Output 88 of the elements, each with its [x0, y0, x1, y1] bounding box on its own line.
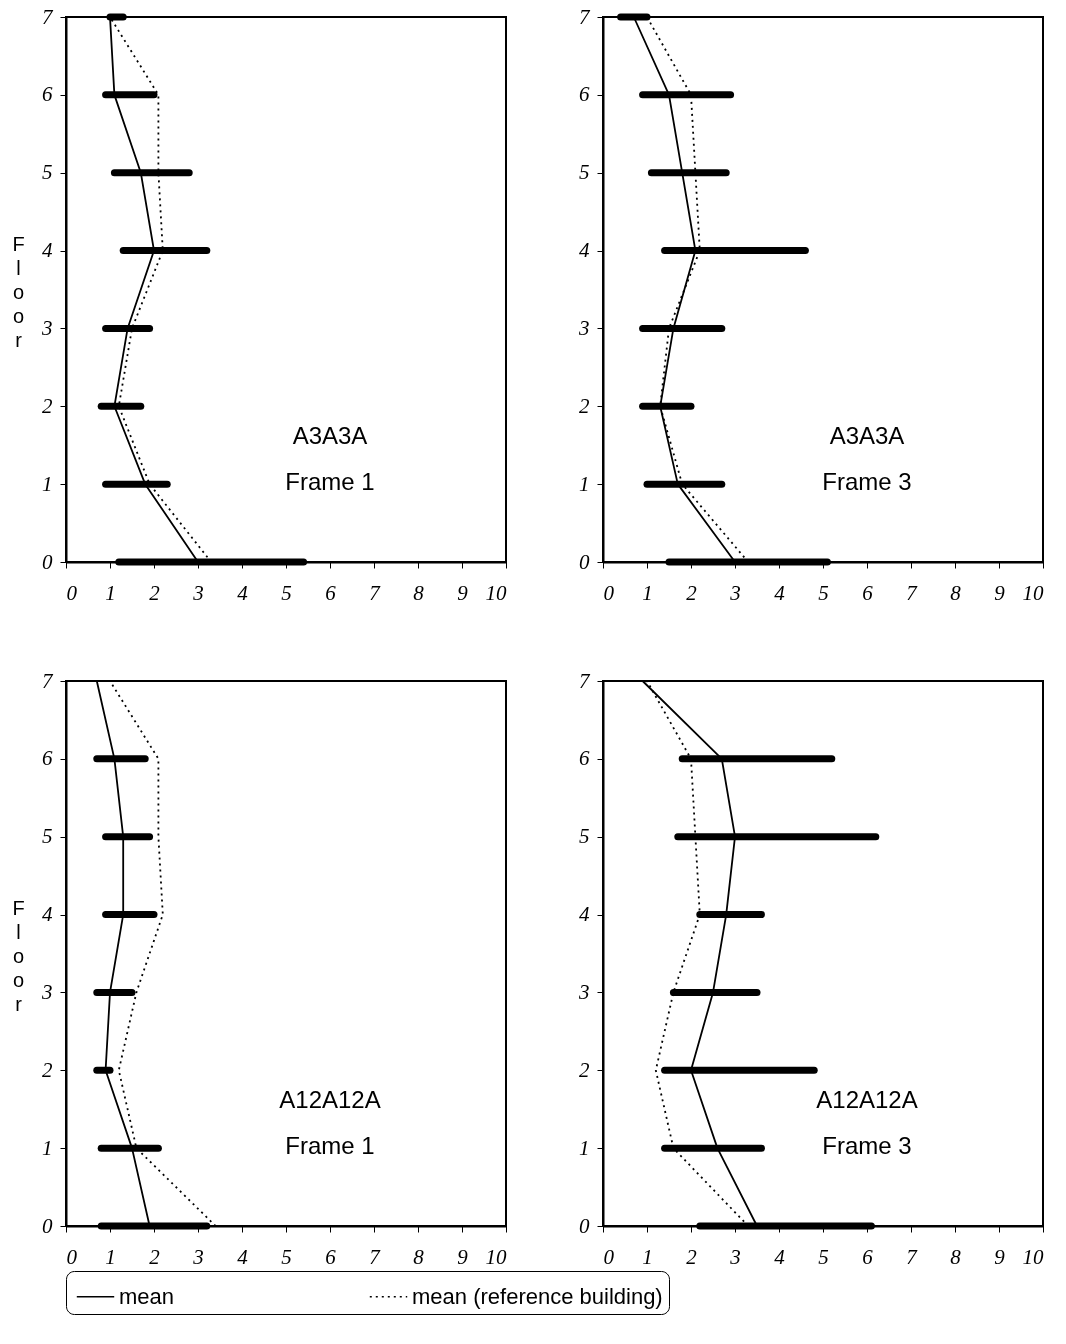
x-tick-label: 7: [906, 580, 919, 605]
x-tick-label: 8: [413, 1244, 425, 1269]
annotation: Frame 3: [822, 467, 912, 495]
x-tick-label: 1: [642, 1244, 653, 1269]
x-tick-label: 5: [281, 1244, 292, 1269]
annotation: Frame 1: [285, 1131, 375, 1159]
y-tick-label: 1: [42, 471, 53, 496]
y-tick-label: 1: [42, 1135, 53, 1160]
y-tick-label: 3: [41, 979, 53, 1004]
y-tick-label: 7: [579, 4, 591, 29]
y-tick-label: 7: [579, 668, 591, 693]
y-tick-label: 5: [579, 160, 590, 185]
y-tick-label: 0: [42, 1213, 53, 1238]
x-tick-label: 10: [1022, 580, 1044, 605]
x-tick-label: 2: [149, 580, 161, 605]
y-axis-title: Floor: [12, 233, 25, 351]
x-tick-label: 4: [774, 580, 786, 605]
x-tick-label: 2: [686, 1244, 698, 1269]
y-axis-title: Floor: [12, 897, 25, 1015]
y-tick-label: 3: [578, 979, 590, 1004]
y-tick-label: 6: [42, 746, 53, 771]
annotation: A3A3A: [292, 421, 368, 449]
y-tick-label: 5: [42, 824, 53, 849]
x-tick-label: 10: [1022, 1244, 1044, 1269]
annotation: Frame 1: [285, 467, 375, 495]
annotation: Frame 3: [822, 1131, 912, 1159]
y-tick-label: 3: [41, 315, 53, 340]
x-tick-label: 6: [325, 1244, 337, 1269]
x-tick-label: 9: [457, 1244, 469, 1269]
y-tick-label: 2: [579, 1057, 590, 1082]
y-tick-label: 4: [42, 902, 53, 927]
x-tick-label: 8: [950, 580, 962, 605]
x-tick-label: 3: [729, 580, 741, 605]
y-tick-label: 7: [42, 668, 54, 693]
y-tick-label: 0: [579, 1213, 590, 1238]
x-tick-label: 1: [105, 1244, 116, 1269]
y-tick-label: 2: [579, 393, 590, 418]
x-tick-label: 5: [281, 580, 292, 605]
y-tick-label: 4: [579, 902, 590, 927]
x-tick-label: 10: [485, 1244, 507, 1269]
x-tick-label: 8: [950, 1244, 962, 1269]
x-tick-label: 3: [192, 1244, 204, 1269]
x-tick-label: 3: [729, 1244, 741, 1269]
y-tick-label: 2: [42, 393, 53, 418]
x-tick-label: 9: [457, 580, 469, 605]
y-tick-label: 4: [42, 238, 53, 263]
x-tick-label: 8: [413, 580, 425, 605]
x-tick-label: 1: [642, 580, 653, 605]
x-tick-label: 4: [237, 580, 249, 605]
y-tick-label: 1: [579, 471, 590, 496]
y-tick-label: 6: [579, 82, 590, 107]
x-tick-label: 10: [485, 580, 507, 605]
x-tick-label: 0: [66, 580, 78, 605]
x-tick-label: 5: [818, 580, 829, 605]
x-tick-label: 1: [105, 580, 116, 605]
y-tick-label: 7: [42, 4, 54, 29]
x-tick-label: 7: [369, 580, 382, 605]
y-tick-label: 6: [579, 746, 590, 771]
y-tick-label: 4: [579, 238, 590, 263]
legend-label: mean: [119, 1283, 175, 1309]
annotation: A12A12A: [279, 1085, 381, 1113]
x-tick-label: 9: [994, 580, 1006, 605]
y-tick-label: 2: [42, 1057, 53, 1082]
y-tick-label: 6: [42, 82, 53, 107]
x-tick-label: 2: [149, 1244, 161, 1269]
x-tick-label: 7: [369, 1244, 382, 1269]
x-tick-label: 4: [774, 1244, 786, 1269]
y-tick-label: 1: [579, 1135, 590, 1160]
x-tick-label: 6: [862, 1244, 874, 1269]
x-tick-label: 2: [686, 580, 698, 605]
y-tick-label: 0: [42, 549, 53, 574]
x-tick-label: 5: [818, 1244, 829, 1269]
x-tick-label: 6: [325, 580, 337, 605]
x-tick-label: 4: [237, 1244, 249, 1269]
x-tick-label: 6: [862, 580, 874, 605]
x-tick-label: 9: [994, 1244, 1006, 1269]
x-tick-label: 7: [906, 1244, 919, 1269]
x-tick-label: 0: [66, 1244, 78, 1269]
y-tick-label: 0: [579, 549, 590, 574]
y-tick-label: 5: [579, 824, 590, 849]
x-tick-label: 0: [603, 1244, 615, 1269]
x-tick-label: 3: [192, 580, 204, 605]
annotation: A12A12A: [816, 1085, 918, 1113]
y-tick-label: 5: [42, 160, 53, 185]
annotation: A3A3A: [829, 421, 905, 449]
legend-label: mean (reference building): [412, 1283, 663, 1309]
y-tick-label: 3: [578, 315, 590, 340]
x-tick-label: 0: [603, 580, 615, 605]
